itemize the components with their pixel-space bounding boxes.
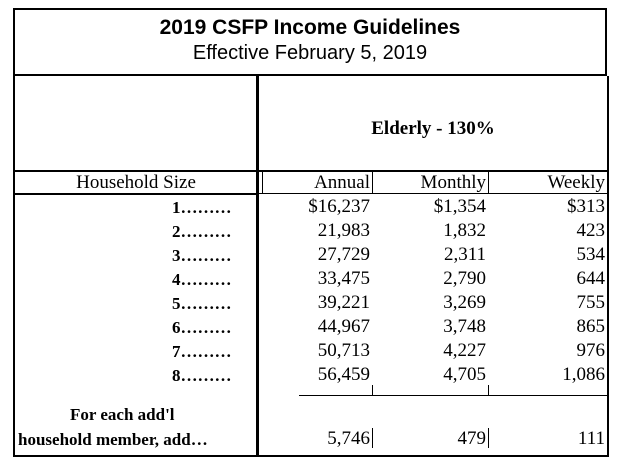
column-header-annual: Annual [314,172,370,193]
annual-col-bottom-tick [372,385,373,396]
table-border-bottom [13,455,609,457]
table-border-left [13,76,15,456]
column-header-weekly: Weekly [547,172,605,193]
page-title: 2019 CSFP Income Guidelines [159,16,461,39]
row-size-4: 4……… [172,270,232,289]
row-5-annual: 39,221 [317,292,370,313]
row-5-weekly: 755 [576,292,606,313]
row-6-annual: 44,967 [317,316,370,337]
colhdr-sep-1 [372,172,373,194]
household-size-header: Household Size [76,172,196,193]
row-7-weekly: 976 [576,340,606,361]
title-box: 2019 CSFP Income Guidelines Effective Fe… [13,8,607,76]
row-2-annual: 21,983 [317,220,370,241]
group-label: Elderly - 130% [371,118,495,139]
row-1-annual: $16,237 [308,196,370,217]
additional-weekly: 111 [577,428,605,449]
row-size-6: 6……… [172,318,232,337]
row-size-3: 3……… [172,246,232,265]
row-8-annual: 56,459 [317,364,370,385]
row-1-monthly: $1,354 [433,196,486,217]
row-4-weekly: 644 [576,268,606,289]
row-3-annual: 27,729 [317,244,370,265]
monthly-col-bottom-tick [488,385,489,396]
row-8-weekly: 1,086 [562,364,605,385]
row-6-monthly: 3,748 [443,316,486,337]
row-6-weekly: 865 [576,316,606,337]
column-header-monthly: Monthly [420,172,486,193]
table-border-right [607,76,609,456]
row-7-annual: 50,713 [317,340,370,361]
additional-monthly: 479 [457,428,487,449]
additional-label-line2: household member, add… [18,430,208,449]
colhdr-left-edge [262,172,263,194]
divider-horizontal-second [15,193,257,195]
row-size-1: 1……… [172,198,232,217]
row-2-weekly: 423 [576,220,606,241]
row-3-monthly: 2,311 [443,244,486,265]
row-size-7: 7……… [172,342,232,361]
monthly-col-bottom-left [372,395,488,396]
row-size-2: 2……… [172,222,232,241]
additional-label-line1: For each add'l [70,405,175,424]
colhdr-sep-2 [488,172,489,194]
row-3-weekly: 534 [576,244,606,265]
row-4-monthly: 2,790 [443,268,486,289]
add-monthly-tick [488,428,489,448]
add-annual-tick [372,428,373,448]
row-5-monthly: 3,269 [443,292,486,313]
row-size-8: 8……… [172,366,232,385]
weekly-col-bottom [488,395,607,396]
annual-col-bottom-left [299,395,372,396]
row-8-monthly: 4,705 [443,364,486,385]
row-4-annual: 33,475 [317,268,370,289]
row-1-weekly: $313 [567,196,605,217]
divider-horizontal-top [15,170,607,172]
effective-date: Effective February 5, 2019 [192,42,428,64]
row-2-monthly: 1,832 [443,220,486,241]
divider-vertical-main [256,76,259,456]
row-size-5: 5……… [172,294,232,313]
additional-annual: 5,746 [327,428,370,449]
divider-horizontal-colhdr [259,193,607,194]
row-7-monthly: 4,227 [443,340,486,361]
